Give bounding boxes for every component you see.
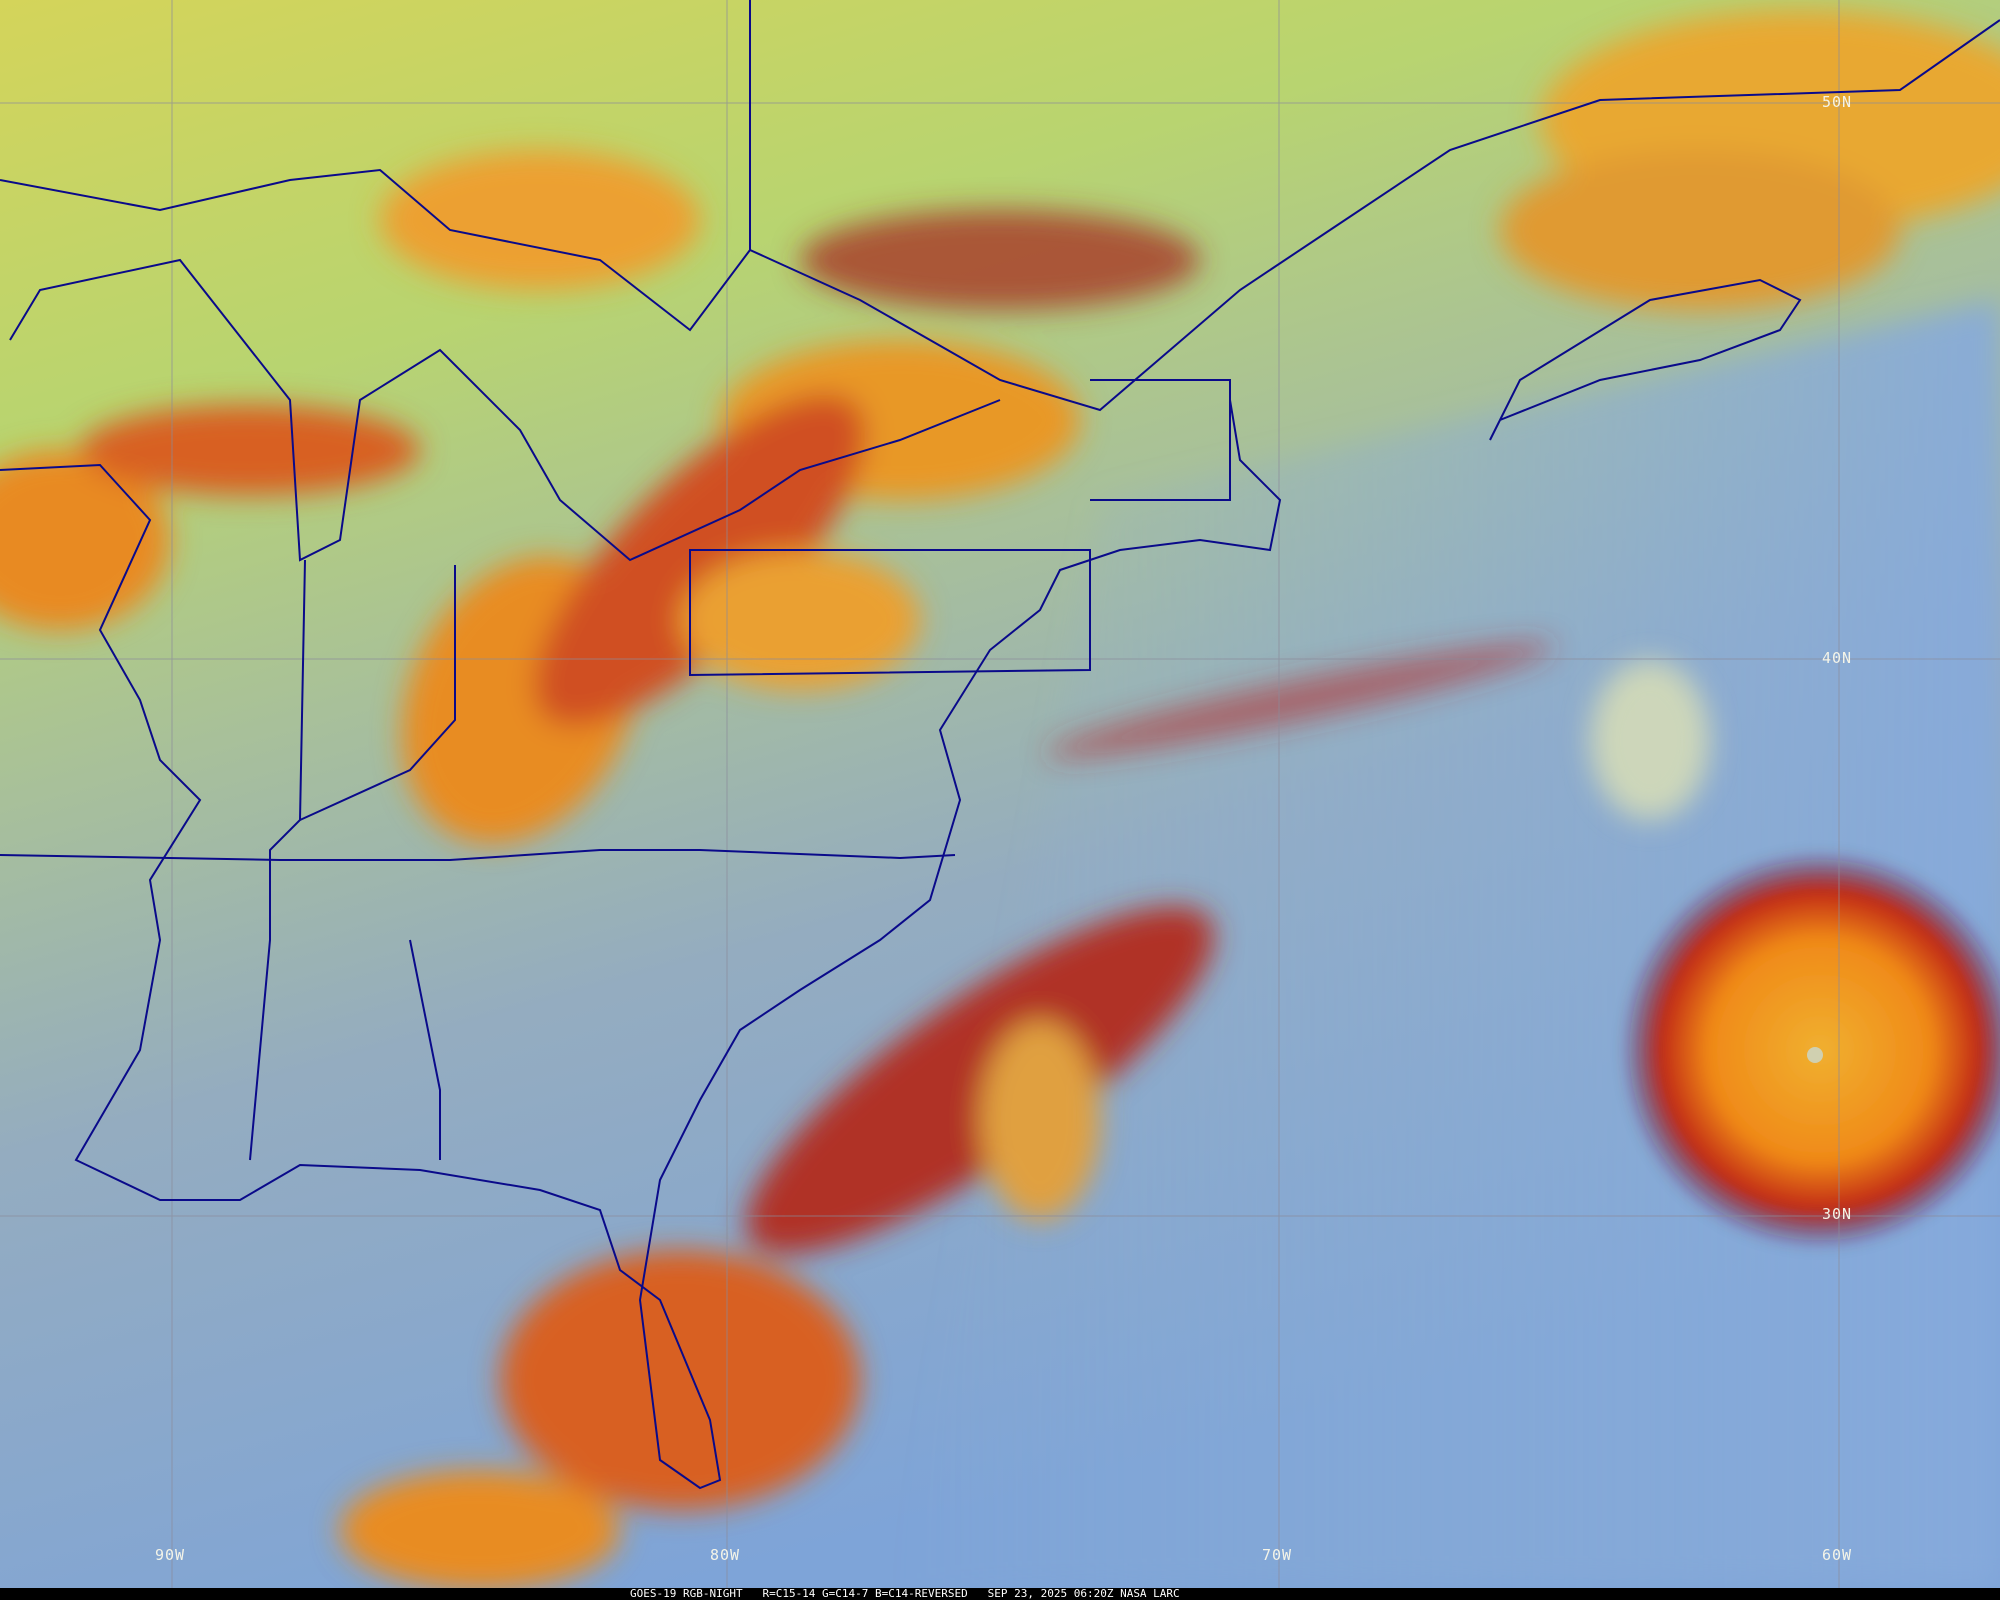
lon-label-60w: 60W — [1822, 1546, 1853, 1564]
lat-label-50n: 50N — [1822, 93, 1853, 111]
caption-bar: GOES-19 RGB-NIGHT R=C15-14 G=C14-7 B=C14… — [0, 1588, 2000, 1600]
political-boundaries — [0, 0, 2000, 1490]
lat-label-30n: 30N — [1822, 1205, 1853, 1223]
lat-label-40n: 40N — [1822, 649, 1853, 667]
lon-label-90w: 90W — [155, 1546, 186, 1564]
cloud-layer — [0, 10, 2000, 1588]
lon-label-80w: 80W — [710, 1546, 741, 1564]
hurricane — [1620, 850, 2000, 1250]
caption-text: GOES-19 RGB-NIGHT R=C15-14 G=C14-7 B=C14… — [630, 1587, 1180, 1600]
lon-label-70w: 70W — [1262, 1546, 1293, 1564]
